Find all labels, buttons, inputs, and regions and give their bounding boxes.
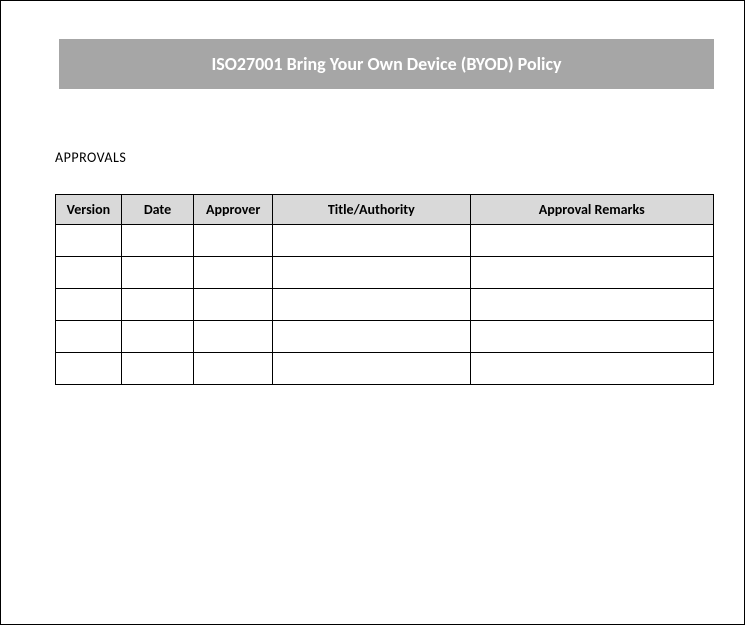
table-header-row: Version Date Approver Title/Authority Ap… — [56, 195, 714, 225]
table-cell — [56, 257, 122, 289]
table-row — [56, 321, 714, 353]
table-cell — [121, 353, 193, 385]
table-cell — [273, 289, 470, 321]
table-cell — [194, 257, 273, 289]
table-cell — [273, 321, 470, 353]
table-cell — [470, 225, 713, 257]
table-cell — [470, 257, 713, 289]
table-cell — [273, 353, 470, 385]
approvals-table-body — [56, 225, 714, 385]
table-cell — [194, 225, 273, 257]
table-cell — [470, 289, 713, 321]
table-row — [56, 289, 714, 321]
document-title: ISO27001 Bring Your Own Device (BYOD) Po… — [211, 53, 561, 75]
page-container: ISO27001 Bring Your Own Device (BYOD) Po… — [0, 0, 745, 625]
table-cell — [56, 225, 122, 257]
table-cell — [194, 353, 273, 385]
table-cell — [194, 321, 273, 353]
table-cell — [56, 321, 122, 353]
table-row — [56, 353, 714, 385]
table-cell — [56, 353, 122, 385]
table-row — [56, 257, 714, 289]
table-cell — [273, 225, 470, 257]
table-cell — [121, 225, 193, 257]
table-cell — [121, 257, 193, 289]
column-header-title-authority: Title/Authority — [273, 195, 470, 225]
approvals-table: Version Date Approver Title/Authority Ap… — [55, 194, 714, 385]
column-header-approval-remarks: Approval Remarks — [470, 195, 713, 225]
column-header-approver: Approver — [194, 195, 273, 225]
table-row — [56, 225, 714, 257]
table-cell — [273, 257, 470, 289]
column-header-version: Version — [56, 195, 122, 225]
document-title-banner: ISO27001 Bring Your Own Device (BYOD) Po… — [59, 39, 714, 89]
section-heading: APPROVALS — [55, 149, 714, 166]
table-cell — [194, 289, 273, 321]
table-cell — [470, 321, 713, 353]
column-header-date: Date — [121, 195, 193, 225]
table-cell — [121, 321, 193, 353]
table-cell — [121, 289, 193, 321]
table-cell — [470, 353, 713, 385]
table-cell — [56, 289, 122, 321]
